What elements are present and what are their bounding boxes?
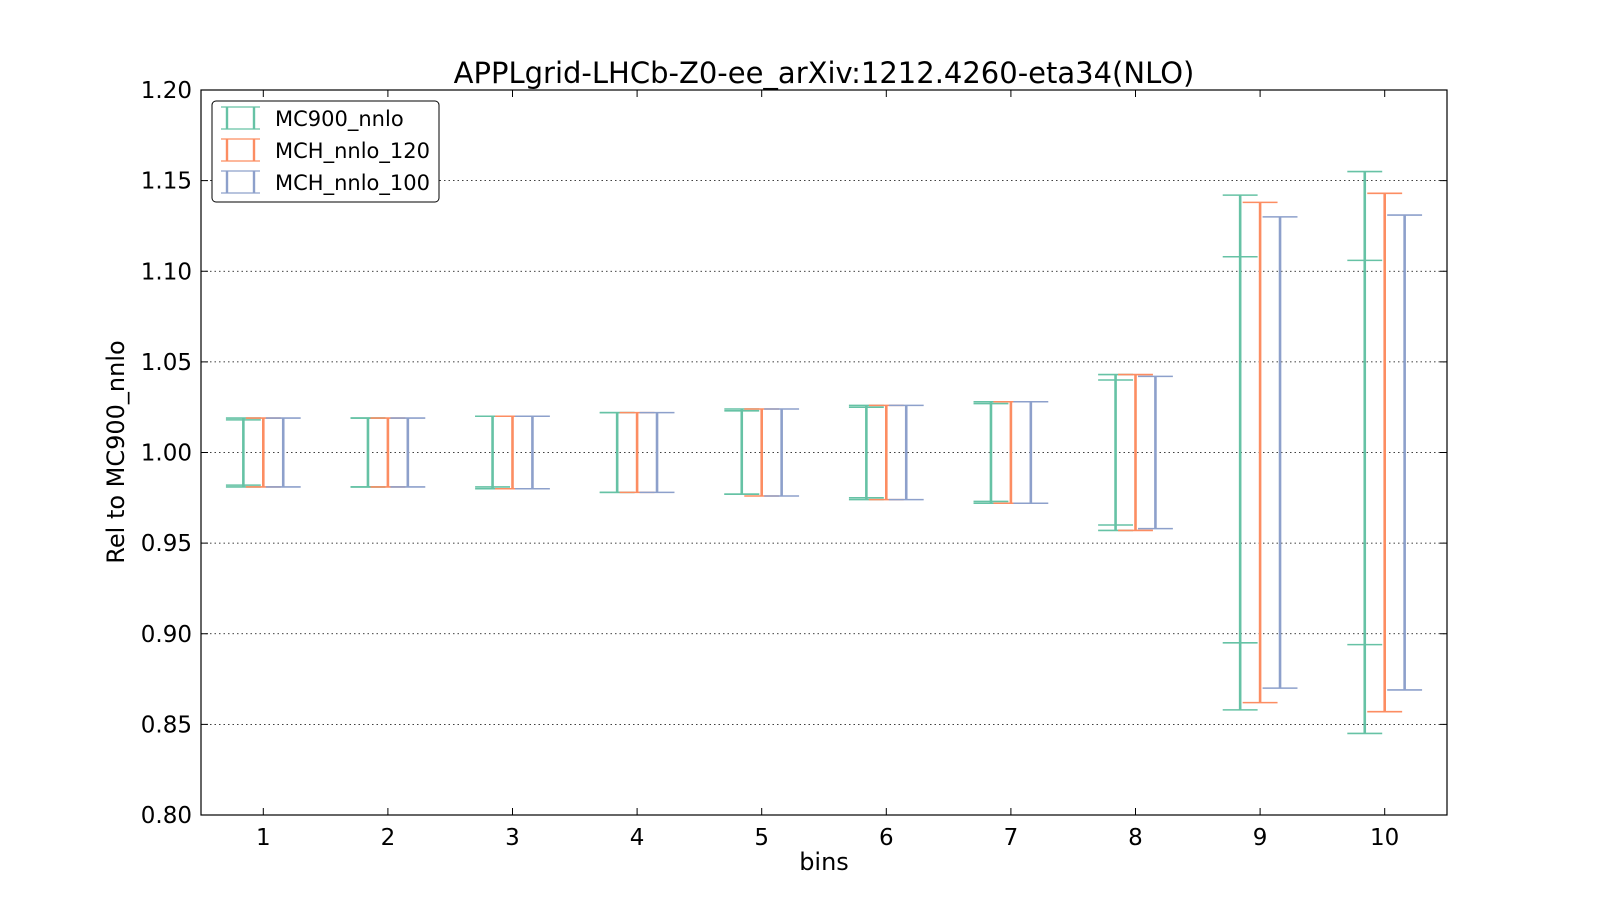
y-tick-label: 0.95 xyxy=(141,531,192,557)
x-axis-label: bins xyxy=(799,848,849,876)
axis-ticks: 0.80 0.85 0.90 0.95 1.00 1.05 1.10 1.15 1.20 1 2 3 4… xyxy=(141,78,1447,851)
y-tick-label: 0.90 xyxy=(141,622,192,648)
x-tick-label: 7 xyxy=(1004,825,1019,851)
x-tick-label: 4 xyxy=(630,825,645,851)
legend-entry: MCH_nnlo_100 xyxy=(221,170,430,196)
y-tick-label: 0.80 xyxy=(141,803,192,829)
legend-entry: MC900_nnlo xyxy=(221,106,404,132)
legend-label: MCH_nnlo_120 xyxy=(275,139,430,164)
legend-label: MCH_nnlo_100 xyxy=(275,171,430,196)
legend-label: MC900_nnlo xyxy=(275,107,404,132)
x-tick-label: 3 xyxy=(505,825,520,851)
y-axis-label: Rel to MC900_nnlo xyxy=(102,340,130,563)
chart-title: APPLgrid-LHCb-Z0-ee_arXiv:1212.4260-eta3… xyxy=(454,56,1195,90)
y-tick-label: 1.15 xyxy=(141,169,192,195)
y-tick-label: 1.00 xyxy=(141,441,192,467)
x-tick-label: 8 xyxy=(1128,825,1143,851)
y-tick-label: 1.10 xyxy=(141,259,192,285)
y-tick-label: 0.85 xyxy=(141,712,192,738)
x-tick-label: 9 xyxy=(1253,825,1268,851)
legend-entry: MCH_nnlo_120 xyxy=(221,138,430,164)
x-tick-label: 5 xyxy=(754,825,769,851)
y-tick-label: 1.05 xyxy=(141,350,192,376)
legend-box xyxy=(211,100,440,203)
x-tick-label: 1 xyxy=(256,825,271,851)
series-MCH_nnlo_100 xyxy=(265,214,1423,691)
x-tick-label: 2 xyxy=(381,825,396,851)
series-MCH_nnlo_120 xyxy=(245,192,1403,713)
y-tick-label: 1.20 xyxy=(141,78,192,104)
x-tick-label: 10 xyxy=(1370,825,1399,851)
error-bars xyxy=(225,170,1423,735)
x-tick-label: 6 xyxy=(879,825,894,851)
legend: MC900_nnlo MCH_nnlo_120 MCH_nnlo_100 xyxy=(211,100,440,203)
